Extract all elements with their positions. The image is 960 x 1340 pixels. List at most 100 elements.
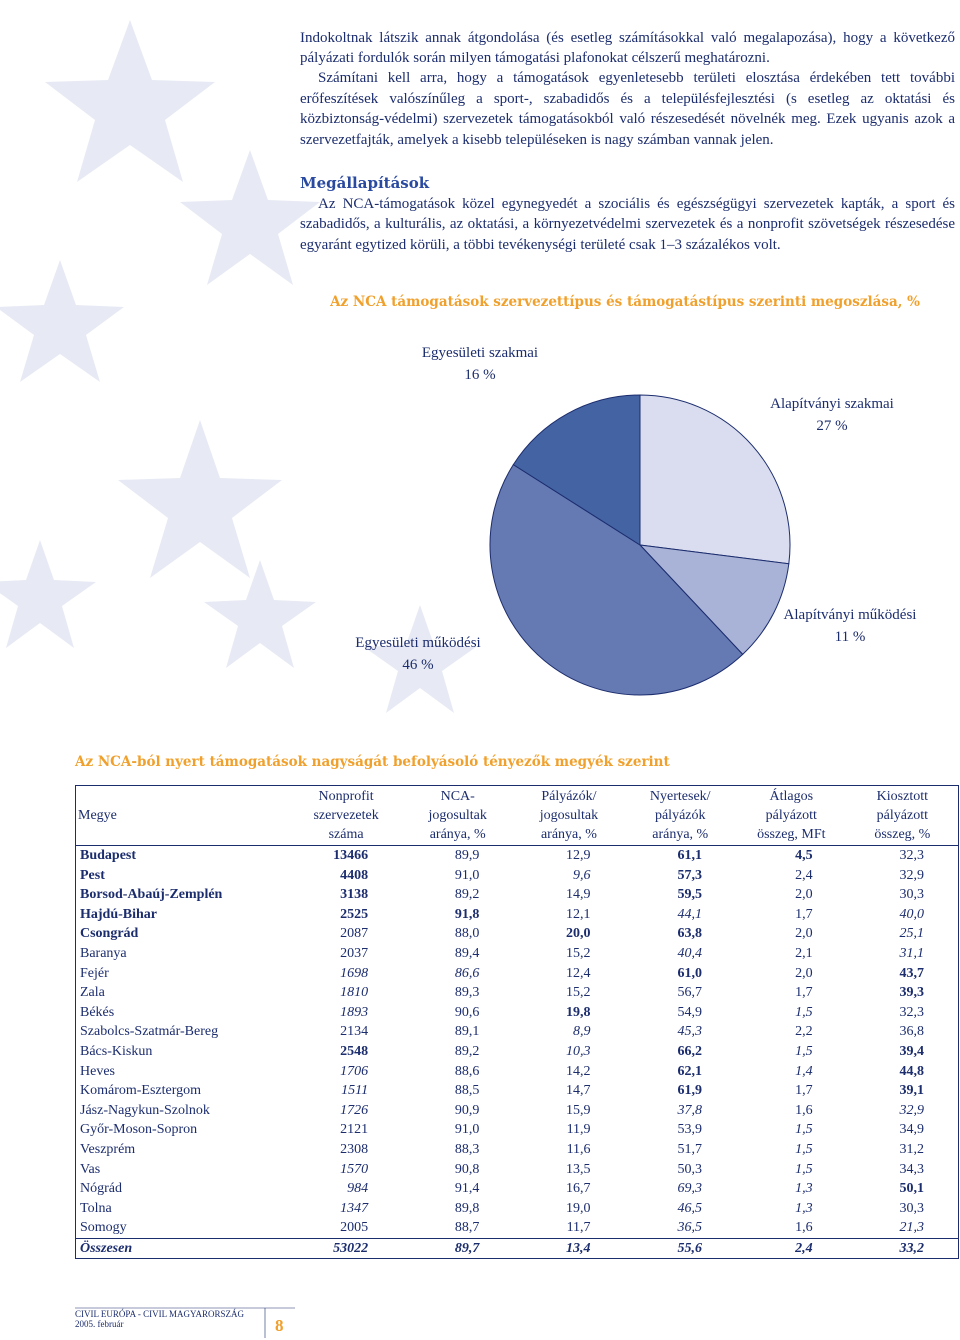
county-name: Zala	[80, 985, 105, 1001]
table-cell: 32,3	[899, 848, 925, 863]
county-name: Békés	[80, 1004, 115, 1020]
table-cell: 20,0	[566, 926, 591, 942]
column-header-line: összeg, %	[874, 827, 931, 842]
column-header-line: NCA-	[440, 789, 475, 804]
table-row: Csongrád 2087 88,0 20,0 63,8 2,0 25,1	[76, 924, 959, 944]
column-header: Megye	[75, 785, 291, 846]
table-cell: 91,8	[454, 906, 480, 922]
table-cell: 12,9	[566, 848, 591, 863]
table-cell: 1,5	[795, 1043, 813, 1059]
table-row: Zala 1810 89,3 15,2 56,7 1,7 39,3	[76, 983, 959, 1003]
table-row: Összesen 53022 89,7 13,4 55,6 2,4 33,2	[75, 1237, 959, 1259]
table-cell: 39,4	[899, 1043, 925, 1059]
table-row: Szabolcs-Szatmár-Bereg 2134 89,1 8,9 45,3 2,2…	[76, 1022, 959, 1042]
table-cell: 32,9	[899, 867, 925, 883]
pie-chart: Alapítványi szakmai 27 % Alapítványi működ…	[355, 345, 917, 696]
table-cell: 91,0	[454, 867, 480, 883]
table-cell: 1810	[340, 985, 369, 1001]
column-header: Kiosztott pályázott összeg, %	[846, 785, 959, 846]
county-name: Borsod-Abaúj-Zemplén	[80, 887, 223, 903]
table-row: Pest 4408 91,0 9,6 57,3 2,4 32,9	[76, 866, 959, 886]
table-cell: 1,3	[795, 1181, 813, 1197]
county-name: Összesen	[75, 1237, 291, 1259]
table-cell: 37,8	[677, 1102, 702, 1118]
table-cell: 62,1	[677, 1063, 702, 1079]
table-cell: 11,9	[566, 1122, 591, 1138]
table-cell: 51,7	[677, 1141, 702, 1157]
table-cell: 39,3	[899, 985, 925, 1001]
county-name: Somogy	[80, 1220, 127, 1236]
table-cell: 12,4	[566, 965, 591, 981]
column-header-line: jogosultak	[539, 808, 599, 823]
table-cell: 36,5	[677, 1220, 702, 1236]
county-name: Heves	[80, 1063, 115, 1079]
slice-label: Egyesületi szakmai	[422, 345, 538, 361]
table-cell: 39,1	[899, 1083, 925, 1099]
table-cell: 8,9	[573, 1024, 591, 1040]
table-cell: 9,6	[573, 867, 591, 883]
table-cell: 2,2	[795, 1024, 813, 1040]
column-header-line: száma	[328, 827, 364, 842]
county-name: Győr-Moson-Sopron	[80, 1122, 198, 1138]
table-cell: 15,9	[566, 1102, 591, 1118]
table-cell: 50,1	[899, 1181, 925, 1197]
county-name: Budapest	[80, 848, 137, 863]
table-row: Borsod-Abaúj-Zemplén 3138 89,2 14,9 59,5 2,0 3…	[76, 885, 959, 905]
table-cell: 89,7	[402, 1237, 514, 1259]
pie-slice	[512, 394, 641, 546]
table-cell: 15,2	[566, 985, 591, 1001]
table-cell: 1,7	[795, 1083, 813, 1099]
table-cell: 14,2	[566, 1063, 591, 1079]
column-header: Átlagos pályázott összeg, MFt	[735, 785, 847, 846]
table-row: Vas 1570 90,8 13,5 50,3 1,5 34,3	[76, 1160, 959, 1180]
slice-value-label: 46 %	[402, 657, 433, 673]
column-header-line: aránya, %	[652, 827, 709, 842]
footer-text: CIVIL EURÓPA - CIVIL MAGYARORSZÁG	[75, 1309, 245, 1319]
table-cell: 88,0	[454, 926, 480, 942]
table-cell: 91,4	[454, 1181, 480, 1197]
table-row: Hajdú-Bihar 2525 91,8 12,1 44,1 1,7 40,0	[76, 905, 959, 925]
table-cell: 91,0	[454, 1122, 480, 1138]
paragraph: Számítani kell arra, hogy a támogatások …	[300, 70, 955, 148]
footer-text: 2005. február	[75, 1319, 124, 1329]
column-header: Pályázók/jogosultak aránya, %	[513, 785, 625, 846]
table-cell: 1,7	[795, 906, 813, 922]
table-cell: 89,3	[454, 985, 480, 1001]
table-cell: 1726	[340, 1102, 369, 1118]
table-cell: 14,9	[566, 887, 591, 903]
table-cell: 88,7	[454, 1220, 480, 1236]
table-cell: 43,7	[899, 965, 925, 981]
section-heading: Megállapítások	[300, 174, 430, 192]
table-cell: 1706	[340, 1063, 369, 1079]
table-cell: 2,0	[795, 887, 813, 903]
table-cell: 2308	[340, 1141, 369, 1157]
column-header-line: összeg, MFt	[757, 827, 826, 842]
column-header-line: Nonprofit	[318, 789, 374, 804]
column-header-line: Megye	[78, 808, 117, 823]
slice-value-label: 16 %	[464, 367, 495, 383]
table-cell: 86,6	[454, 965, 480, 981]
page-number: 8	[275, 1316, 284, 1335]
table-cell: 19,0	[566, 1200, 591, 1216]
table-cell: 89,2	[454, 887, 480, 903]
county-name: Csongrád	[80, 926, 139, 942]
table-cell: 16,7	[566, 1181, 591, 1197]
table-cell: 88,6	[454, 1063, 480, 1079]
slice-label: Alapítványi működési	[784, 607, 917, 623]
table-cell: 13,5	[566, 1161, 591, 1177]
star-decoration	[0, 20, 476, 713]
county-name: Tolna	[80, 1200, 112, 1216]
table-cell: 1511	[341, 1083, 369, 1099]
table-cell: 40,4	[677, 945, 702, 961]
table-cell: 2,0	[795, 926, 813, 942]
table-cell: 1347	[340, 1200, 369, 1216]
table-cell: 2121	[340, 1122, 369, 1138]
table-cell: 89,4	[454, 945, 480, 961]
table-cell: 34,9	[899, 1122, 925, 1138]
table-cell: 11,6	[566, 1141, 591, 1157]
table-cell: 2005	[340, 1220, 369, 1236]
column-header-line: pályázott	[765, 808, 817, 823]
county-name: Jász-Nagykun-Szolnok	[80, 1102, 210, 1118]
table-cell: 89,8	[454, 1200, 480, 1216]
table-cell: 25,1	[899, 926, 925, 942]
